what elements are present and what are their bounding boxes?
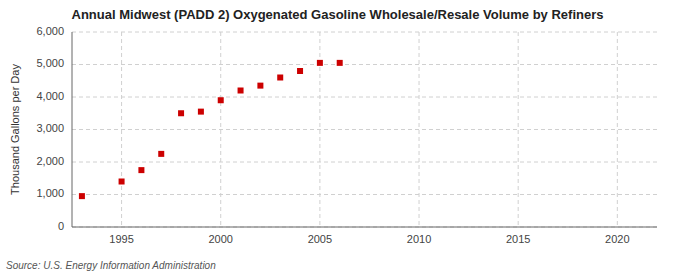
point: [337, 60, 343, 66]
y-grid-line: [72, 162, 657, 163]
y-axis-line: [72, 32, 73, 227]
point: [257, 83, 263, 89]
point: [158, 151, 164, 157]
chart: 0 1,000 2,000 3,000 4,000 5,000 6,000 1995 2000 2…: [0, 0, 675, 275]
x-tick-label: 1995: [109, 233, 133, 245]
y-grid-line: [72, 194, 657, 195]
y-grid-line: [72, 227, 657, 228]
point: [238, 88, 244, 94]
axes: 0 1,000 2,000 3,000 4,000 5,000 6,000 1995 2000 2…: [36, 25, 657, 245]
point: [138, 167, 144, 173]
y-tick-label: 3,000: [36, 122, 64, 134]
point: [297, 68, 303, 74]
x-tick-label: 2020: [605, 233, 629, 245]
point: [178, 110, 184, 116]
points: [79, 60, 343, 199]
y-grid-line: [72, 64, 657, 65]
x-grid-line: [518, 32, 519, 227]
grid: [72, 32, 657, 227]
x-tick-label: 2010: [407, 233, 431, 245]
point: [218, 97, 224, 103]
y-grid-line: [72, 129, 657, 130]
point: [198, 109, 204, 115]
y-axis-label: Thousand Gallons per Day: [9, 64, 21, 195]
y-tick-label: 0: [58, 220, 64, 232]
x-tick-label: 2015: [506, 233, 530, 245]
x-grid-line: [220, 32, 221, 227]
y-tick-label: 6,000: [36, 25, 64, 37]
x-grid-line: [121, 32, 122, 227]
source-annotation: Source: U.S. Energy Information Administ…: [6, 260, 216, 271]
x-grid-line: [419, 32, 420, 227]
x-grid-line: [617, 32, 618, 227]
y-tick-label: 4,000: [36, 90, 64, 102]
point: [119, 179, 125, 185]
title: Annual Midwest (PADD 2) Oxygenated Gasol…: [72, 7, 604, 22]
y-tick-label: 5,000: [36, 57, 64, 69]
point: [317, 60, 323, 66]
y-tick-label: 1,000: [36, 187, 64, 199]
y-tick-label: 2,000: [36, 155, 64, 167]
point: [277, 75, 283, 81]
x-tick-label: 2000: [208, 233, 232, 245]
x-tick-label: 2005: [308, 233, 332, 245]
y-grid-line: [72, 32, 657, 33]
x-axis-line: [72, 227, 657, 228]
point: [79, 193, 85, 199]
y-grid-line: [72, 97, 657, 98]
